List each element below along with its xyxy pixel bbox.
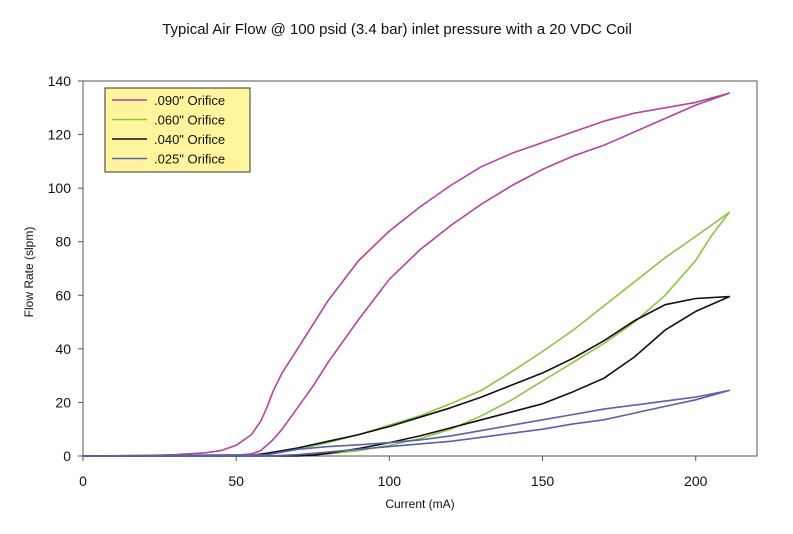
x-tick-label: 150 [531, 473, 555, 489]
y-axis: 0 20 40 60 80 100 120 140 [48, 73, 83, 464]
y-tick-label: 120 [48, 127, 72, 143]
series-line-2 [82, 295, 731, 457]
x-tick-label: 50 [228, 473, 244, 489]
series-lines [82, 92, 731, 457]
x-axis-label: Current (mA) [385, 497, 454, 511]
series-line-3 [82, 389, 731, 457]
series-line-0 [82, 92, 731, 457]
legend-box [104, 87, 251, 173]
y-axis-label: Flow Rate (slpm) [22, 227, 36, 318]
y-tick-label: 140 [48, 73, 72, 89]
y-tick-label: 100 [48, 180, 72, 196]
legend-label: .060" Orifice [154, 113, 225, 128]
legend-label: .025" Orifice [154, 152, 225, 167]
legend: .090" Orifice .060" Orifice .040" Orifice.… [104, 87, 251, 173]
legend-label: .090" Orifice [154, 93, 225, 108]
y-tick-label: 20 [55, 394, 71, 410]
x-tick-label: 100 [378, 473, 402, 489]
x-tick-label: 0 [79, 473, 87, 489]
y-tick-label: 40 [55, 341, 71, 357]
y-tick-label: 80 [55, 234, 71, 250]
y-tick-label: 0 [63, 448, 71, 464]
legend-label: .040" Orifice [154, 132, 225, 147]
x-tick-label: 200 [684, 473, 708, 489]
y-tick-label: 60 [55, 287, 71, 303]
x-axis: 0 50 100 150 200 [79, 456, 708, 489]
chart-title: Typical Air Flow @ 100 psid (3.4 bar) in… [162, 21, 632, 38]
